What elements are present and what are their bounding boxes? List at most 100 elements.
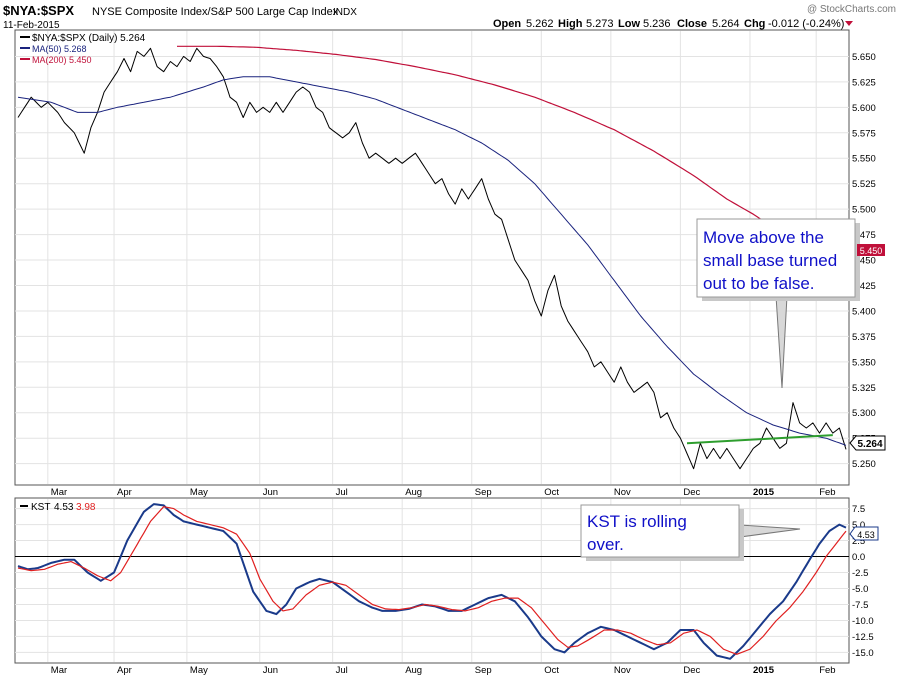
open-label: Open (493, 18, 521, 30)
x-tick-label: 2015 (753, 665, 775, 675)
close-value: 5.264 (712, 18, 740, 30)
y-tick-label: 2.5 (852, 536, 865, 547)
x-tick-label: Jun (263, 487, 278, 498)
close-label: Close (677, 18, 707, 30)
high-label: High (558, 18, 583, 30)
x-tick-label: Oct (544, 487, 559, 498)
kst-x-axis: Mar Apr May Jun Jul Aug Sep Oct Nov Dec 2015 Feb (51, 665, 836, 675)
kst-tag-text: 4.53 (857, 530, 875, 540)
y-tick-label: 5.450 (852, 256, 876, 267)
price-legend: $NYA:$SPX (Daily) 5.264 MA(50) 5.268 MA(… (20, 33, 146, 65)
annotation-line-1: Move above the (703, 228, 824, 247)
ma200-tag-text: 5.450 (860, 246, 883, 256)
x-tick-label: Jun (263, 665, 278, 675)
y-tick-label: 5.550 (852, 154, 876, 165)
ma200-tag-bg (857, 244, 885, 256)
series-signal-line (17, 506, 847, 655)
price-x-axis: Mar Apr May Jun Jul Aug Sep Oct Nov Dec 2015 Feb (51, 487, 836, 498)
x-tick-label: Jul (336, 665, 348, 675)
legend-kst-value: 4.53 (54, 502, 74, 513)
y-tick-label: 7.5 (852, 504, 865, 515)
y-tick-label: 5.575 (852, 128, 876, 139)
legend-kst-label: KST (31, 502, 50, 513)
kst-annotation-box (580, 504, 740, 558)
series-trendline-line (686, 434, 833, 445)
kst-legend: KST 4.53 3.98 (20, 502, 96, 513)
y-tick-label: 5.375 (852, 332, 876, 343)
chg-value: -0.012 (-0.24%) (768, 18, 844, 30)
legend-ratio: $NYA:$SPX (Daily) 5.264 (32, 33, 146, 44)
legend-signal-value: 3.98 (76, 502, 96, 513)
low-label: Low (618, 18, 640, 30)
down-arrow-icon (845, 21, 853, 26)
y-tick-label: 5.525 (852, 179, 876, 190)
y-tick-label: -7.5 (852, 600, 868, 611)
y-tick-label: -12.5 (852, 632, 874, 643)
kst-y-axis: 7.5 5.0 2.5 0.0 -2.5 -5.0 -7.5 -10.0 -12.5 -15.0 (852, 504, 874, 659)
y-tick-label: -10.0 (852, 616, 874, 627)
last-value-tag: 5.264 (849, 435, 886, 451)
kst-annotation: KST is rolling over. (580, 504, 801, 561)
y-tick-label: 5.650 (852, 52, 876, 63)
ma200-value-tag: 5.450 (857, 244, 885, 256)
kst-panel: 7.55.02.50.0-2.5-5.0-7.5-10.0-12.5-15.0 … (14, 497, 879, 675)
y-tick-label: 5.400 (852, 306, 876, 317)
chg-label: Chg (744, 18, 765, 30)
y-tick-label: -2.5 (852, 568, 868, 579)
x-tick-label: Feb (819, 487, 835, 498)
series-ma-200-line (177, 45, 847, 261)
y-tick-label: 5.625 (852, 77, 876, 88)
legend-ma200: MA(200) 5.450 (32, 55, 92, 65)
x-tick-label: Oct (544, 665, 559, 675)
kst-annotation-line-2: over. (587, 535, 624, 554)
y-tick-label: -15.0 (852, 648, 874, 659)
high-value: 5.273 (586, 18, 614, 30)
x-tick-label: Dec (683, 665, 700, 675)
price-gridlines (15, 31, 849, 484)
ohlc-readout: Open 5.262 High 5.273 Low 5.236 Close 5.… (493, 18, 853, 30)
x-tick-label: May (190, 665, 208, 675)
x-tick-label: Nov (614, 487, 631, 498)
x-tick-label: Aug (405, 665, 422, 675)
y-tick-label: 5.500 (852, 205, 876, 216)
x-tick-label: May (190, 487, 208, 498)
x-tick-label: Apr (117, 665, 132, 675)
price-series (17, 45, 847, 470)
y-tick-label: 5.325 (852, 383, 876, 394)
last-tag-text: 5.264 (857, 439, 882, 450)
y-tick-label: 5.250 (852, 459, 876, 470)
kst-series (17, 503, 847, 660)
x-tick-label: Feb (819, 665, 835, 675)
y-tick-label: -5.0 (852, 584, 868, 595)
watermark: @ StockCharts.com (807, 4, 896, 15)
x-tick-label: Nov (614, 665, 631, 675)
x-tick-label: Sep (475, 487, 492, 498)
last-tag-bg (849, 435, 886, 451)
price-annotation: Move above the small base turned out to … (696, 218, 860, 389)
x-tick-label: Aug (405, 487, 422, 498)
chart-symbol: $NYA:$SPX (3, 3, 74, 18)
y-tick-label: 5.350 (852, 357, 876, 368)
x-tick-label: Apr (117, 487, 132, 498)
x-tick-label: Mar (51, 665, 67, 675)
series-nya-spx-line (17, 47, 847, 470)
x-tick-label: Sep (475, 665, 492, 675)
chart-date: 11-Feb-2015 (3, 20, 60, 31)
kst-annotation-line-1: KST is rolling (587, 512, 687, 531)
y-tick-label: 5.0 (852, 520, 865, 531)
kst-last-value-tag: 4.53 (849, 526, 879, 541)
y-tick-label: 5.300 (852, 408, 876, 419)
y-tick-label: 0.0 (852, 552, 865, 563)
x-tick-label: Jul (336, 487, 348, 498)
x-tick-label: Dec (683, 487, 700, 498)
annotation-line-3: out to be false. (703, 274, 815, 293)
low-value: 5.236 (643, 18, 671, 30)
price-ratio-panel: 5.650 5.625 5.600 5.575 5.550 5.525 5.500 5.475… (14, 29, 886, 498)
annotation-line-2: small base turned (703, 251, 837, 270)
y-tick-label: 5.425 (852, 281, 876, 292)
y-tick-label: 5.600 (852, 103, 876, 114)
y-tick-label: 5.475 (852, 230, 876, 241)
legend-ma50: MA(50) 5.268 (32, 44, 87, 54)
x-tick-label: 2015 (753, 487, 775, 498)
